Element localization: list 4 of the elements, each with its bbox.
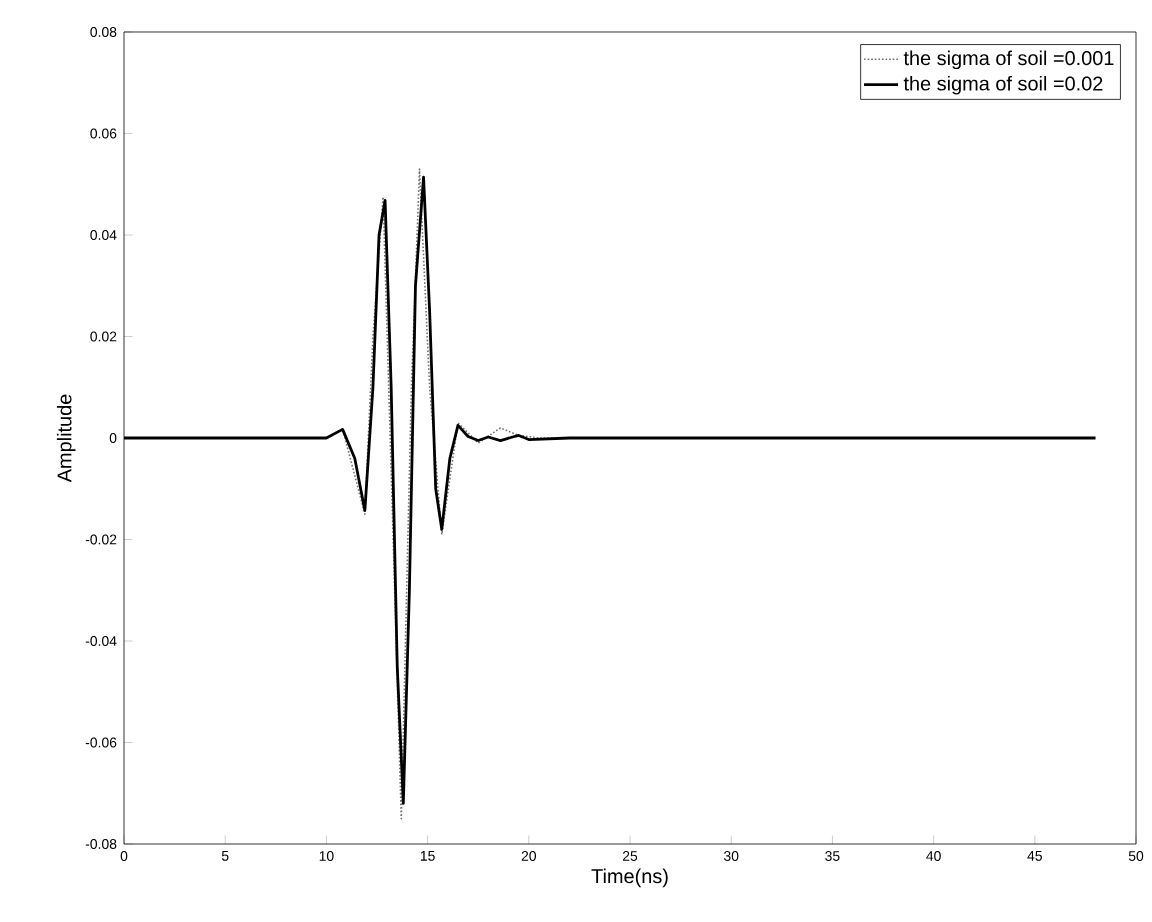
legend-label: the sigma of soil =0.001	[903, 50, 1114, 70]
x-axis-title: Time(ns)	[591, 868, 668, 888]
legend-label: the sigma of soil =0.02	[903, 75, 1103, 95]
y-axis-title: Amplitude	[56, 394, 76, 483]
